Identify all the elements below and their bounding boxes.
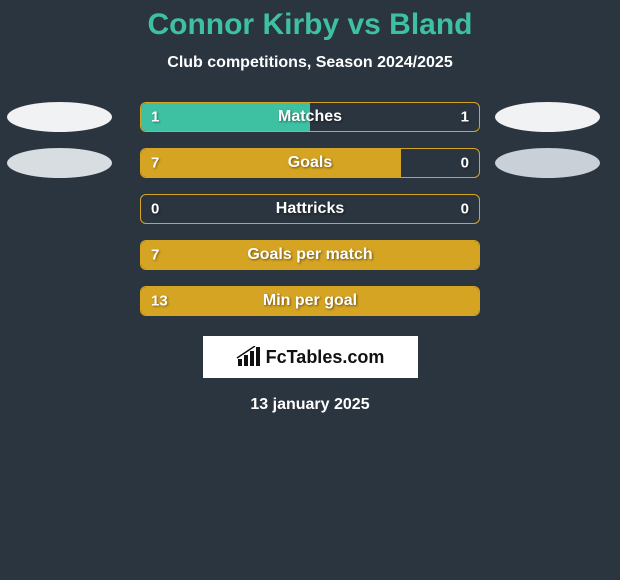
stat-label: Min per goal — [263, 292, 357, 310]
stat-bar: 1 1 Matches — [140, 102, 480, 132]
brand-text: FcTables.com — [266, 347, 385, 368]
stat-label: Hattricks — [276, 200, 344, 218]
stat-row: 7 0 Goals — [0, 148, 620, 178]
stat-bar: 13 Min per goal — [140, 286, 480, 316]
date-label: 13 january 2025 — [0, 396, 620, 414]
stat-row: 0 0 Hattricks — [0, 194, 620, 224]
chart-icon — [236, 346, 262, 368]
stat-value-right: 0 — [461, 155, 469, 172]
stat-value-left: 0 — [151, 201, 159, 218]
stat-label: Goals per match — [247, 246, 372, 264]
stat-rows: 1 1 Matches 7 0 Goals 0 0 Hattricks 7 Goals per ma… — [0, 102, 620, 316]
stat-bar: 7 Goals per match — [140, 240, 480, 270]
team-badge-right — [495, 148, 600, 178]
stat-label: Matches — [278, 108, 342, 126]
stat-bar: 7 0 Goals — [140, 148, 480, 178]
subtitle: Club competitions, Season 2024/2025 — [0, 54, 620, 72]
brand-logo[interactable]: FcTables.com — [203, 336, 418, 378]
stat-value-left: 7 — [151, 155, 159, 172]
team-badge-right — [495, 102, 600, 132]
comparison-widget: Connor Kirby vs Bland Club competitions,… — [0, 0, 620, 414]
team-badge-left — [7, 102, 112, 132]
stat-value-left: 7 — [151, 247, 159, 264]
stat-value-right: 1 — [461, 109, 469, 126]
stat-value-left: 1 — [151, 109, 159, 126]
stat-value-right: 0 — [461, 201, 469, 218]
stat-value-left: 13 — [151, 293, 168, 310]
stat-label: Goals — [288, 154, 332, 172]
page-title: Connor Kirby vs Bland — [0, 8, 620, 42]
stat-bar: 0 0 Hattricks — [140, 194, 480, 224]
stat-row: 13 Min per goal — [0, 286, 620, 316]
stat-row: 1 1 Matches — [0, 102, 620, 132]
team-badge-left — [7, 148, 112, 178]
stat-bar-fill — [141, 149, 401, 177]
stat-row: 7 Goals per match — [0, 240, 620, 270]
